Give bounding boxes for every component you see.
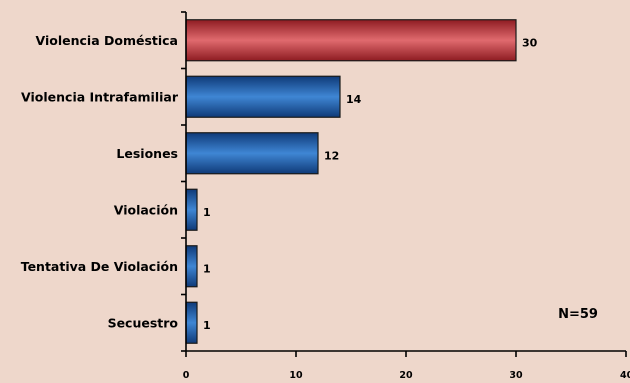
category-label-violencia-intrafamiliar: Violencia Intrafamiliar — [21, 89, 179, 104]
x-tick-label-0: 0 — [183, 370, 190, 381]
value-label-violacion: 1 — [203, 206, 211, 219]
bar-violencia-domestica — [185, 19, 517, 62]
sample-size-annotation: N=59 — [558, 307, 598, 322]
category-label-tentativa-de-violacion: Tentativa De Violación — [21, 259, 178, 274]
value-label-secuestro: 1 — [203, 319, 211, 332]
x-tick-label-40: 40 — [620, 370, 630, 381]
bar-secuestro — [185, 301, 198, 344]
value-label-violencia-intrafamiliar: 14 — [346, 93, 362, 106]
x-tick-label-30: 30 — [509, 370, 523, 381]
bar-violacion — [185, 188, 198, 231]
value-label-violencia-domestica: 30 — [522, 36, 538, 49]
category-label-secuestro: Secuestro — [108, 315, 179, 330]
x-tick-label-10: 10 — [289, 370, 303, 381]
category-label-lesiones: Lesiones — [116, 146, 178, 161]
category-label-violencia-domestica: Violencia Doméstica — [36, 33, 178, 48]
bar-tentativa-de-violacion — [185, 245, 198, 288]
bar-violencia-intrafamiliar — [185, 75, 341, 118]
category-label-violacion: Violación — [114, 202, 178, 217]
bar-lesiones — [185, 132, 319, 175]
value-label-lesiones: 12 — [324, 149, 339, 162]
value-label-tentativa-de-violacion: 1 — [203, 262, 211, 275]
x-tick-label-20: 20 — [399, 370, 413, 381]
